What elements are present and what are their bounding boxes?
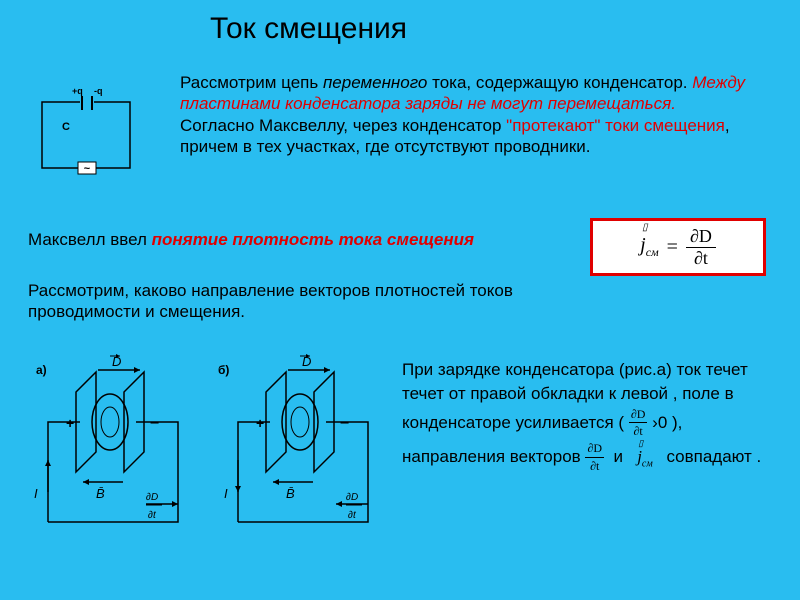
p1-text-e: Согласно Максвеллу, через конденсатор	[180, 116, 506, 135]
inline-dD-num-2: ∂D	[585, 440, 604, 458]
inline-dD-dt-icon-2: ∂D ∂t	[585, 440, 604, 475]
paragraph-2: Максвелл ввел понятие плотность тока сме…	[28, 230, 474, 250]
p2-text-a: Максвелл ввел	[28, 230, 152, 249]
p4-text-c: и	[614, 447, 628, 466]
svg-text:−: −	[340, 415, 349, 432]
p4-text-a: При зарядке конденсатора (рис.а) ток теч…	[402, 360, 748, 431]
p4-text-d: совпадают .	[666, 447, 761, 466]
p1-text-a: Рассмотрим цепь	[180, 73, 323, 92]
svg-text:B̄: B̄	[286, 486, 295, 501]
circuit-diagram: ~ +q -q C	[32, 86, 142, 181]
svg-text:∂t: ∂t	[148, 510, 157, 521]
svg-text:C: C	[62, 121, 70, 133]
svg-text:а): а)	[36, 363, 47, 377]
p2-text-b: понятие плотность тока смещения	[152, 230, 474, 249]
formula-den: ∂t	[686, 248, 716, 269]
paragraph-1: Рассмотрим цепь переменного тока, содерж…	[180, 72, 770, 157]
svg-text:∂D: ∂D	[146, 492, 158, 503]
svg-text:I: I	[224, 486, 228, 501]
formula-displacement-current: ▯ jсм = ∂D ∂t	[590, 218, 766, 276]
paragraph-4: При зарядке конденсатора (рис.а) ток теч…	[402, 358, 782, 475]
svg-text:~: ~	[84, 163, 91, 175]
svg-text:B̄: B̄	[96, 486, 105, 501]
svg-text:−: −	[150, 415, 159, 432]
p1-text-c: тока, содержащую конденсатор.	[427, 73, 692, 92]
svg-text:∂D: ∂D	[346, 492, 358, 503]
svg-text:∂t: ∂t	[348, 510, 357, 521]
inline-j-sub: см	[642, 458, 653, 469]
formula-j-sub: см	[646, 245, 659, 259]
svg-text:-q: -q	[94, 86, 103, 96]
formula-eq: =	[667, 236, 678, 259]
formula-num: ∂D	[686, 226, 716, 248]
inline-j-vec: ▯ jсм	[637, 447, 657, 466]
p1-text-f: "протекают" токи смещения	[506, 116, 725, 135]
svg-text:+q: +q	[72, 86, 83, 96]
svg-text:б): б)	[218, 363, 229, 377]
p1-text-b: переменного	[323, 73, 427, 92]
inline-dD-dt-icon: ∂D ∂t	[629, 406, 648, 441]
svg-text:I: I	[34, 486, 38, 501]
inline-dD-den-2: ∂t	[585, 458, 604, 475]
paragraph-3: Рассмотрим, каково направление векторов …	[28, 280, 548, 323]
svg-text:+: +	[66, 415, 74, 431]
inline-dD-num: ∂D	[629, 406, 648, 424]
page-title: Ток смещения	[210, 12, 407, 46]
capacitor-figures: а) D B̄ + − I	[28, 352, 388, 552]
svg-text:+: +	[256, 415, 264, 431]
